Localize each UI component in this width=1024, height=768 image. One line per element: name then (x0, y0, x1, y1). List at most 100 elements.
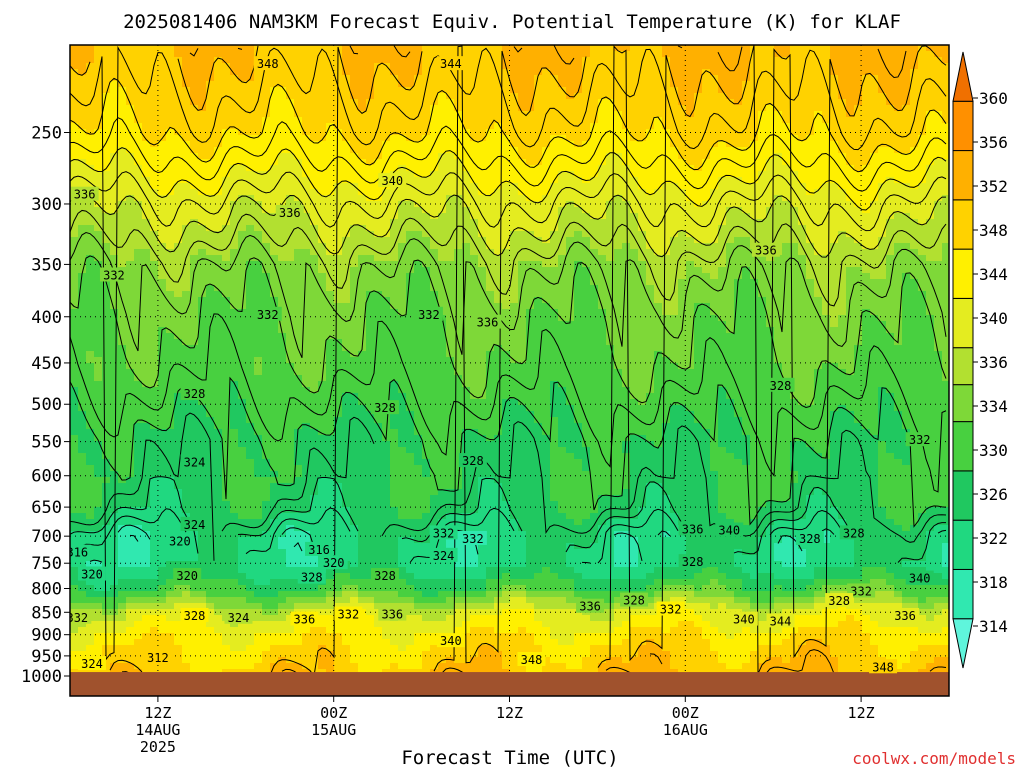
field-cell (382, 141, 391, 148)
field-cell (142, 459, 151, 466)
field-cell (102, 219, 111, 226)
field-cell (94, 585, 103, 592)
field-cell (102, 159, 111, 166)
field-cell (310, 87, 319, 94)
field-cell (110, 477, 119, 484)
field-cell (390, 153, 399, 160)
field-cell (118, 483, 127, 490)
field-cell (158, 471, 167, 478)
field-cell (358, 117, 367, 124)
field-cell (110, 531, 119, 538)
field-cell (398, 303, 407, 310)
field-cell (238, 417, 247, 424)
field-cell (406, 345, 415, 352)
field-cell (230, 447, 239, 454)
field-cell (374, 243, 383, 250)
field-cell (70, 507, 79, 514)
field-cell (78, 201, 87, 208)
field-cell (358, 363, 367, 370)
field-cell (254, 351, 263, 358)
field-cell (294, 549, 303, 556)
field-cell (190, 201, 199, 208)
field-cell (366, 219, 375, 226)
field-cell (422, 375, 431, 382)
field-cell (150, 405, 159, 412)
field-cell (334, 351, 343, 358)
field-cell (350, 375, 359, 382)
field-cell (206, 45, 215, 52)
field-cell (126, 225, 135, 232)
field-cell (406, 279, 415, 286)
field-cell (86, 159, 95, 166)
field-cell (158, 93, 167, 100)
field-cell (334, 375, 343, 382)
field-cell (206, 411, 215, 418)
field-cell (342, 651, 351, 658)
field-cell (430, 171, 439, 178)
field-cell (358, 123, 367, 130)
field-cell (230, 147, 239, 154)
field-cell (174, 291, 183, 298)
field-cell (246, 177, 255, 184)
field-cell (398, 603, 407, 610)
field-cell (414, 189, 423, 196)
field-cell (94, 435, 103, 442)
field-cell (414, 639, 423, 646)
field-cell (126, 75, 135, 82)
field-cell (134, 315, 143, 322)
field-cell (310, 267, 319, 274)
field-cell (158, 597, 167, 604)
field-cell (206, 507, 215, 514)
field-cell (238, 483, 247, 490)
field-cell (294, 333, 303, 340)
field-cell (374, 477, 383, 484)
field-cell (262, 363, 271, 370)
field-cell (238, 243, 247, 250)
field-cell (214, 207, 223, 214)
field-cell (182, 261, 191, 268)
field-cell (302, 297, 311, 304)
field-cell (302, 51, 311, 58)
field-cell (342, 477, 351, 484)
field-cell (366, 243, 375, 250)
field-cell (70, 183, 79, 190)
field-cell (214, 135, 223, 142)
field-cell (102, 591, 111, 598)
field-cell (102, 357, 111, 364)
field-cell (334, 399, 343, 406)
field-cell (126, 111, 135, 118)
field-cell (134, 189, 143, 196)
field-cell (270, 543, 279, 550)
field-cell (262, 273, 271, 280)
field-cell (118, 579, 127, 586)
field-cell (238, 63, 247, 70)
field-cell (406, 189, 415, 196)
field-cell (366, 45, 375, 52)
field-cell (310, 243, 319, 250)
field-cell (102, 243, 111, 250)
field-cell (422, 417, 431, 424)
field-cell (334, 519, 343, 526)
field-cell (166, 273, 175, 280)
field-cell (310, 393, 319, 400)
field-cell (174, 99, 183, 106)
field-cell (126, 297, 135, 304)
field-cell (214, 123, 223, 130)
field-cell (270, 207, 279, 214)
field-cell (430, 465, 439, 472)
field-cell (278, 291, 287, 298)
field-cell (142, 435, 151, 442)
field-cell (270, 651, 279, 658)
field-cell (158, 519, 167, 526)
field-cell (142, 225, 151, 232)
field-cell (278, 477, 287, 484)
field-cell (118, 399, 127, 406)
field-cell (134, 237, 143, 244)
field-cell (406, 465, 415, 472)
field-cell (310, 387, 319, 394)
field-cell (286, 435, 295, 442)
field-cell (246, 501, 255, 508)
field-cell (86, 123, 95, 130)
field-cell (182, 291, 191, 298)
field-cell (206, 459, 215, 466)
